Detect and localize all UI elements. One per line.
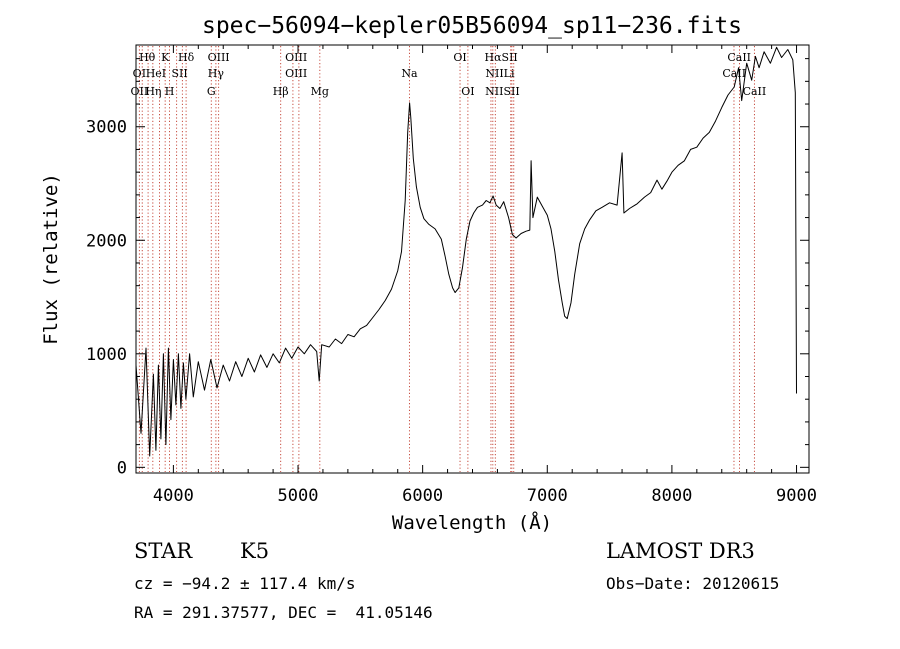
line-label-1: K	[161, 51, 170, 64]
line-label-19: G	[207, 85, 216, 98]
line-label-14: NIILi	[485, 67, 515, 80]
y-tick-label-1000: 1000	[86, 345, 127, 365]
object-class: STAR	[134, 539, 193, 563]
line-label-7: CaII	[727, 51, 751, 64]
line-label-3: OIII	[208, 51, 230, 64]
x-tick-label-7000: 7000	[527, 486, 568, 506]
x-tick-label-5000: 5000	[278, 486, 319, 506]
line-label-5: OI	[453, 51, 466, 64]
y-tick-label-3000: 3000	[86, 118, 127, 138]
velocity-readout: cz = −94.2 ± 117.4 km/s	[134, 574, 356, 593]
coordinates-readout: RA = 291.37577, DEC = 41.05146	[134, 603, 433, 622]
x-tick-label-6000: 6000	[402, 486, 443, 506]
x-axis-label: Wavelength (Å)	[392, 511, 552, 534]
line-label-8: OI	[133, 67, 146, 80]
line-label-6: HαSII	[485, 51, 518, 64]
y-tick-label-2000: 2000	[86, 231, 127, 251]
line-label-13: Na	[401, 67, 418, 80]
spectrum-series	[135, 46, 797, 457]
line-label-9: HeI	[146, 67, 166, 80]
line-label-16: OII	[131, 85, 149, 98]
line-label-11: Hγ	[208, 67, 225, 80]
x-tick-label-8000: 8000	[651, 486, 692, 506]
spectral-line-markers	[138, 46, 755, 472]
line-label-0: Hθ	[139, 51, 156, 64]
line-label-21: Mg	[311, 85, 329, 98]
x-axis: 4000 5000 6000 7000 8000 9000	[153, 45, 817, 506]
observation-date: Obs−Date: 20120615	[606, 574, 780, 593]
line-label-2: Hδ	[178, 51, 195, 64]
line-label-17: Hη	[145, 85, 161, 98]
line-label-24: CaII	[743, 85, 767, 98]
chart-title: spec−56094−kepler05B56094_sp11−236.fits	[202, 13, 742, 39]
survey-name: LAMOST DR3	[606, 539, 755, 563]
series-spectrum-0	[135, 46, 797, 457]
y-axis-label: Flux (relative)	[40, 173, 62, 345]
line-label-10: SII	[172, 67, 188, 80]
line-label-18: H	[165, 85, 175, 98]
plot-frame	[135, 44, 810, 474]
line-label-22: OI	[461, 85, 474, 98]
line-label-20: Hβ	[273, 85, 289, 98]
line-label-12: OIII	[285, 67, 307, 80]
line-label-15: CaII	[722, 67, 746, 80]
y-tick-label-0: 0	[117, 458, 127, 478]
x-tick-label-4000: 4000	[153, 486, 194, 506]
y-axis: 0 1000 2000 3000	[86, 58, 809, 478]
object-subclass: K5	[240, 539, 270, 563]
line-label-23: NIISII	[485, 85, 520, 98]
line-label-4: OIII	[285, 51, 307, 64]
x-tick-label-9000: 9000	[776, 486, 817, 506]
